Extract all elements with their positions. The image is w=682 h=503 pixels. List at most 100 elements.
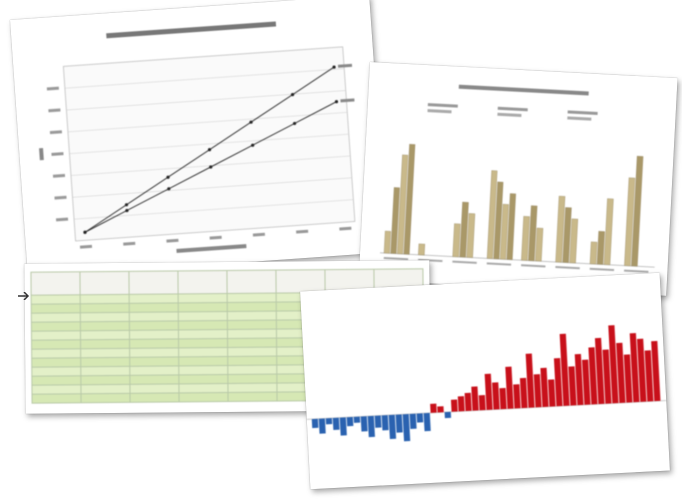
anomaly-bar [367, 415, 375, 438]
bar [535, 227, 544, 262]
data-point [166, 175, 170, 179]
anomaly-bar [444, 411, 452, 419]
bar-chart-bars [383, 144, 649, 273]
anomaly-bar [416, 413, 424, 423]
data-point [332, 65, 336, 69]
table-cell [80, 321, 130, 331]
bar [493, 181, 504, 260]
anomaly-bar [644, 350, 654, 402]
table-cell [178, 383, 228, 393]
table-cell [80, 294, 130, 304]
y-axis-label [39, 148, 44, 161]
data-point [251, 143, 255, 147]
line-chart-sheet [10, 0, 388, 278]
category-label [383, 256, 409, 261]
category-label [555, 265, 580, 270]
anomaly-bar [582, 359, 591, 405]
y-tick-label [49, 130, 63, 135]
anomaly-bar [559, 333, 570, 406]
line-chart [39, 21, 356, 253]
category-label [486, 262, 512, 266]
table-cell [178, 356, 228, 366]
anomaly-bar [519, 377, 528, 409]
table-cell [129, 356, 179, 367]
data-point [207, 148, 212, 152]
anomaly-bar [318, 418, 326, 434]
anomaly-bar [325, 418, 333, 425]
table-cell [227, 338, 277, 348]
x-tick-label [209, 235, 222, 240]
table-cell [129, 311, 179, 322]
anomaly-bar [548, 379, 556, 407]
table-cell [178, 320, 228, 330]
table-cell [227, 347, 277, 357]
gridline [69, 133, 349, 154]
series-label [340, 98, 355, 103]
category-label [452, 260, 477, 264]
anomaly-bar [478, 395, 486, 411]
series-label [337, 63, 353, 68]
x-tick-label [166, 238, 179, 243]
table-cell [178, 347, 228, 357]
data-point [125, 208, 129, 213]
category-label [521, 264, 546, 268]
table-cell [31, 303, 81, 314]
anomaly-bar [395, 414, 403, 433]
legend-entry [497, 112, 522, 117]
data-point [83, 230, 87, 234]
bar [624, 177, 636, 267]
bar [528, 205, 538, 262]
anomaly-bar [602, 349, 612, 404]
table-cell [80, 303, 130, 313]
table-cell [80, 393, 131, 403]
anomaly-bar [388, 414, 397, 440]
anomaly-bar [332, 417, 340, 431]
table-cell [227, 356, 277, 366]
line-chart-grid [39, 21, 356, 253]
bar [390, 187, 400, 254]
y-tick-label [46, 86, 59, 91]
table-header-cell [177, 270, 228, 294]
bar [466, 213, 476, 258]
table-cell [178, 302, 228, 312]
legend-entry [427, 109, 452, 114]
table-cell [129, 302, 179, 313]
legend-entry [497, 106, 528, 112]
table-cell [31, 393, 82, 404]
table-cell [80, 339, 130, 349]
anomaly-chart [306, 325, 667, 442]
anomaly-bar [353, 416, 361, 423]
bar [589, 241, 598, 265]
category-label [589, 267, 615, 272]
bar [500, 204, 509, 260]
table-cell [129, 329, 179, 340]
x-tick-label [79, 244, 93, 249]
table-header-cell [79, 271, 130, 295]
bar [569, 218, 579, 264]
anomaly-bar [513, 384, 521, 409]
table-cell [178, 392, 229, 402]
anomaly-bar [430, 403, 437, 413]
table-cell [129, 320, 179, 331]
bar [397, 154, 409, 255]
data-point [290, 93, 295, 97]
anomaly-bar [402, 414, 411, 442]
anomaly-bar [651, 340, 661, 402]
table-cell [80, 348, 130, 358]
table-cell [227, 329, 277, 339]
anomaly-bar [450, 399, 458, 412]
table-cell [80, 375, 130, 385]
data-point [209, 165, 213, 169]
table-cell [129, 347, 179, 358]
chart-title [458, 84, 589, 96]
table-cell [31, 321, 81, 332]
anomaly-bar [505, 366, 514, 409]
legend-entry [567, 116, 592, 121]
anomaly-bar [533, 374, 542, 408]
table-header-cell [30, 271, 81, 296]
table-cell [129, 383, 179, 394]
anomaly-bar [464, 392, 472, 412]
table-cell [178, 311, 228, 321]
x-tick-label [296, 229, 309, 234]
data-point [124, 203, 129, 207]
